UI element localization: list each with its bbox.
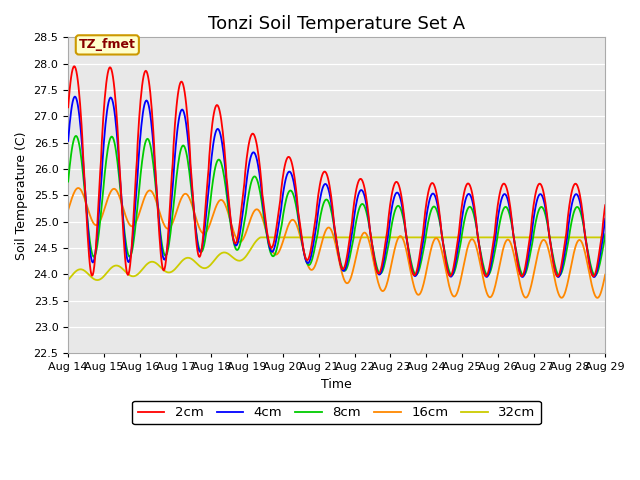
- Line: 32cm: 32cm: [68, 238, 605, 280]
- 8cm: [556, 273, 563, 278]
- 32cm: [93, 277, 101, 283]
- 2cm: [75, 84, 83, 90]
- 4cm: [419, 244, 426, 250]
- 8cm: [75, 139, 83, 144]
- 2cm: [589, 274, 597, 279]
- Line: 4cm: 4cm: [68, 96, 605, 277]
- 32cm: [419, 235, 427, 240]
- Text: TZ_fmet: TZ_fmet: [79, 38, 136, 51]
- 32cm: [602, 235, 609, 240]
- 2cm: [70, 63, 78, 69]
- 4cm: [64, 138, 72, 144]
- 8cm: [213, 159, 221, 165]
- 16cm: [184, 193, 192, 199]
- 8cm: [403, 234, 410, 240]
- 2cm: [64, 105, 72, 110]
- 2cm: [419, 235, 426, 240]
- 32cm: [64, 277, 72, 283]
- 4cm: [71, 94, 79, 99]
- 4cm: [602, 216, 609, 222]
- 32cm: [403, 235, 411, 240]
- 2cm: [213, 102, 221, 108]
- 32cm: [74, 267, 82, 273]
- 16cm: [419, 286, 426, 292]
- 32cm: [213, 254, 221, 260]
- Title: Tonzi Soil Temperature Set A: Tonzi Soil Temperature Set A: [208, 15, 465, 33]
- 8cm: [602, 231, 609, 237]
- 2cm: [130, 208, 138, 214]
- 16cm: [74, 185, 82, 191]
- 16cm: [64, 207, 72, 213]
- 4cm: [184, 141, 192, 146]
- 16cm: [130, 222, 138, 228]
- Y-axis label: Soil Temperature (C): Soil Temperature (C): [15, 131, 28, 260]
- 16cm: [75, 185, 83, 191]
- 16cm: [594, 295, 602, 300]
- Legend: 2cm, 4cm, 8cm, 16cm, 32cm: 2cm, 4cm, 8cm, 16cm, 32cm: [132, 401, 541, 424]
- 4cm: [75, 107, 83, 113]
- 32cm: [184, 255, 192, 261]
- 2cm: [184, 126, 192, 132]
- 4cm: [130, 221, 138, 227]
- Line: 8cm: 8cm: [68, 136, 605, 276]
- 2cm: [602, 203, 609, 208]
- 16cm: [213, 202, 221, 208]
- X-axis label: Time: Time: [321, 378, 352, 391]
- 16cm: [602, 272, 609, 277]
- 32cm: [257, 235, 265, 240]
- Line: 2cm: 2cm: [68, 66, 605, 276]
- 4cm: [213, 127, 221, 132]
- 4cm: [590, 274, 598, 280]
- 4cm: [403, 235, 410, 241]
- 8cm: [184, 162, 192, 168]
- 8cm: [72, 133, 79, 139]
- 8cm: [419, 254, 426, 260]
- 32cm: [130, 274, 138, 279]
- Line: 16cm: 16cm: [68, 188, 605, 298]
- 8cm: [64, 179, 72, 184]
- 16cm: [403, 248, 410, 254]
- 2cm: [403, 234, 410, 240]
- 8cm: [130, 237, 138, 242]
